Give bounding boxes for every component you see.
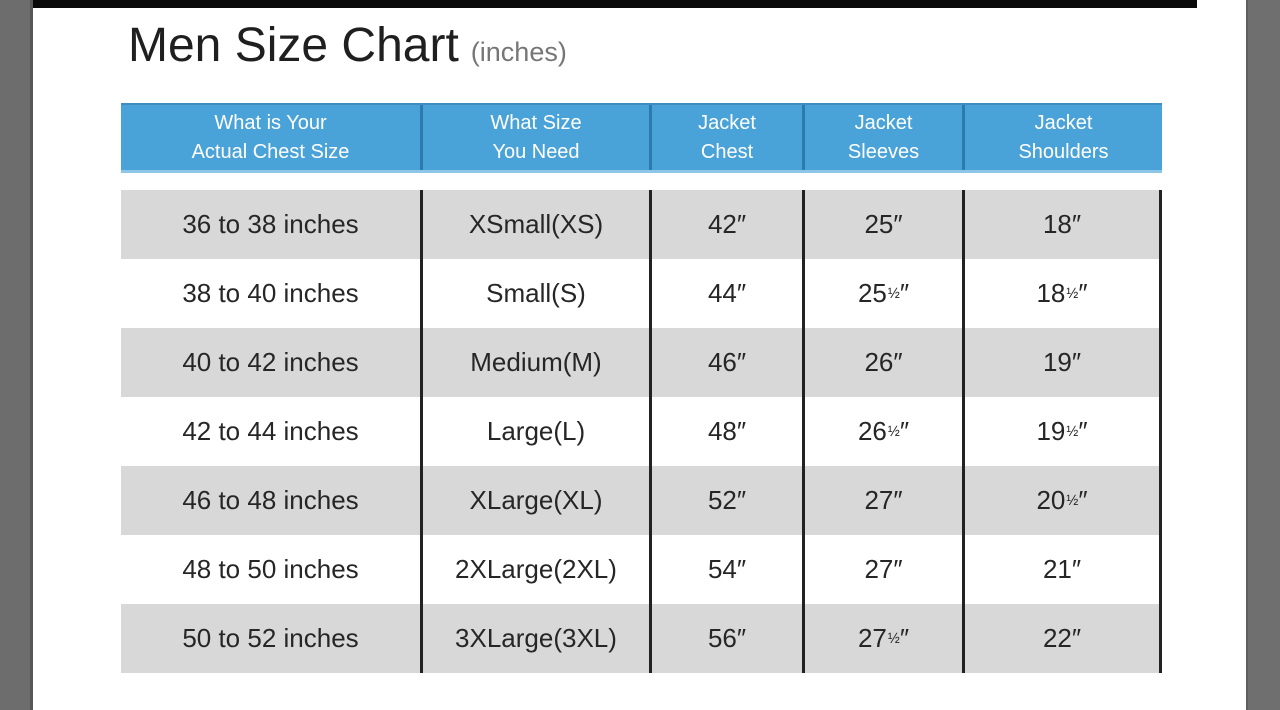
header-label-line1: What is Your	[214, 111, 327, 134]
cell-jacket-sleeves: 25″	[805, 190, 965, 259]
cell-chest-size: 48 to 50 inches	[121, 535, 423, 604]
header-cell-jacket-shoulders: Jacket Shoulders	[965, 105, 1162, 170]
men-size-chart-table: What is Your Actual Chest Size What Size…	[121, 103, 1162, 673]
cell-jacket-chest: 44″	[652, 259, 805, 328]
right-letterbox-strip	[1246, 0, 1280, 710]
page-title: Men Size Chart	[128, 19, 459, 72]
cell-size-needed: Large(L)	[423, 397, 652, 466]
cell-jacket-sleeves: 27″	[805, 535, 965, 604]
table-row-medium: 40 to 42 inches Medium(M) 46″ 26″ 19″	[121, 328, 1162, 397]
header-label-line2: Shoulders	[1018, 140, 1109, 163]
left-letterbox-strip	[0, 0, 33, 710]
header-label-line2: You Need	[492, 140, 580, 163]
cell-size-needed: XLarge(XL)	[423, 466, 652, 535]
cell-jacket-chest: 56″	[652, 604, 805, 673]
cell-size-needed: 3XLarge(3XL)	[423, 604, 652, 673]
top-letterbox-bar	[33, 0, 1197, 8]
table-row-small: 38 to 40 inches Small(S) 44″ 25 ½ ″ 18 ½ ″	[121, 259, 1162, 328]
cell-jacket-sleeves: 26 ½ ″	[805, 397, 965, 466]
table-row-xsmall: 36 to 38 inches XSmall(XS) 42″ 25″ 18″	[121, 190, 1162, 259]
table-row-3xlarge: 50 to 52 inches 3XLarge(3XL) 56″ 27 ½ ″ 22…	[121, 604, 1162, 673]
header-label-line1: Jacket	[698, 111, 756, 134]
cell-chest-size: 42 to 44 inches	[121, 397, 423, 466]
cell-jacket-sleeves: 25 ½ ″	[805, 259, 965, 328]
cell-jacket-chest: 42″	[652, 190, 805, 259]
cell-jacket-chest: 46″	[652, 328, 805, 397]
header-label-line2: Actual Chest Size	[191, 140, 350, 163]
cell-size-needed: Small(S)	[423, 259, 652, 328]
header-label-line1: What Size	[490, 111, 582, 134]
table-row-large: 42 to 44 inches Large(L) 48″ 26 ½ ″ 19 ½ ″	[121, 397, 1162, 466]
cell-jacket-chest: 48″	[652, 397, 805, 466]
cell-chest-size: 38 to 40 inches	[121, 259, 423, 328]
cell-size-needed: 2XLarge(2XL)	[423, 535, 652, 604]
cell-jacket-chest: 54″	[652, 535, 805, 604]
cell-jacket-shoulders: 18″	[965, 190, 1162, 259]
cell-jacket-chest: 52″	[652, 466, 805, 535]
header-cell-actual-chest-size: What is Your Actual Chest Size	[121, 105, 423, 170]
cell-jacket-shoulders: 20 ½ ″	[965, 466, 1162, 535]
cell-size-needed: XSmall(XS)	[423, 190, 652, 259]
cell-jacket-shoulders: 21″	[965, 535, 1162, 604]
cell-jacket-shoulders: 19″	[965, 328, 1162, 397]
table-body: 36 to 38 inches XSmall(XS) 42″ 25″ 18″ 3…	[121, 190, 1162, 673]
page-title-block: Men Size Chart (inches)	[128, 18, 567, 73]
cell-jacket-shoulders: 18 ½ ″	[965, 259, 1162, 328]
cell-chest-size: 36 to 38 inches	[121, 190, 423, 259]
cell-jacket-sleeves: 27 ½ ″	[805, 604, 965, 673]
header-label-line2: Chest	[700, 140, 754, 163]
header-label-line1: Jacket	[1034, 111, 1093, 134]
cell-jacket-shoulders: 19 ½ ″	[965, 397, 1162, 466]
cell-jacket-shoulders: 22″	[965, 604, 1162, 673]
page-title-units: (inches)	[470, 37, 567, 67]
cell-chest-size: 46 to 48 inches	[121, 466, 423, 535]
table-header-row: What is Your Actual Chest Size What Size…	[121, 103, 1162, 173]
cell-jacket-sleeves: 27″	[805, 466, 965, 535]
header-label-line1: Jacket	[854, 111, 913, 134]
table-row-2xlarge: 48 to 50 inches 2XLarge(2XL) 54″ 27″ 21″	[121, 535, 1162, 604]
header-label-line2: Sleeves	[847, 140, 920, 163]
cell-jacket-sleeves: 26″	[805, 328, 965, 397]
cell-chest-size: 50 to 52 inches	[121, 604, 423, 673]
cell-size-needed: Medium(M)	[423, 328, 652, 397]
header-cell-size-you-need: What Size You Need	[423, 105, 652, 170]
cell-chest-size: 40 to 42 inches	[121, 328, 423, 397]
table-row-xlarge: 46 to 48 inches XLarge(XL) 52″ 27″ 20 ½ ″	[121, 466, 1162, 535]
header-cell-jacket-chest: Jacket Chest	[652, 105, 805, 170]
header-cell-jacket-sleeves: Jacket Sleeves	[805, 105, 965, 170]
